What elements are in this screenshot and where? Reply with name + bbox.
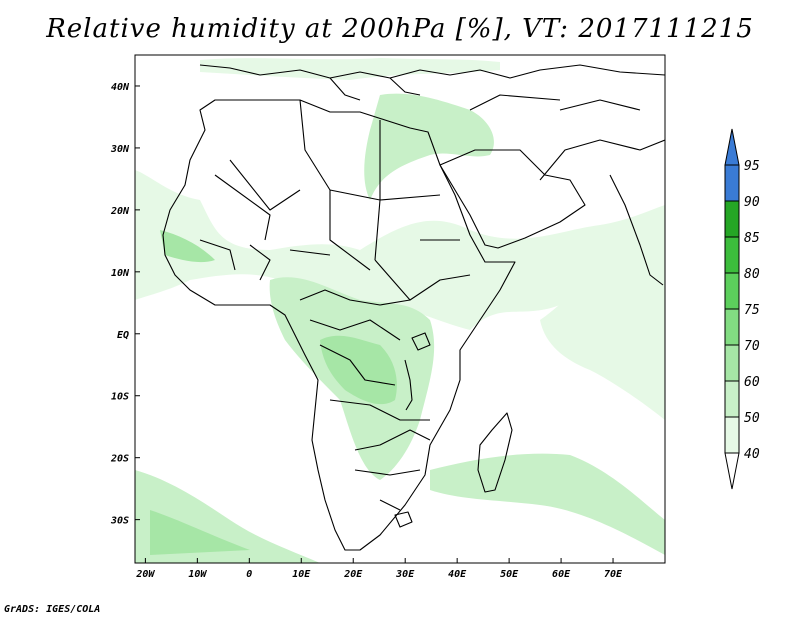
lat-tick-label: 40N bbox=[111, 82, 130, 93]
lat-tick-label: 10N bbox=[111, 268, 130, 279]
country-borders bbox=[162, 64, 665, 551]
colorbar-segment bbox=[724, 200, 740, 238]
lon-tick-label: 10W bbox=[188, 569, 207, 580]
inland-borders bbox=[199, 94, 665, 511]
colorbar-segment bbox=[724, 416, 740, 454]
longitude-axis: 20W 10W 0 10E 20E 30E 40E 50E 60E 70E bbox=[135, 558, 623, 580]
colorbar-label: 80 bbox=[744, 267, 760, 282]
lat-tick-label: 10S bbox=[111, 392, 129, 403]
lon-tick-label: 20E bbox=[343, 569, 363, 580]
latitude-axis: 40N 30N 20N 10N EQ 10S 20S 30S bbox=[110, 82, 140, 527]
colorbar-under-triangle bbox=[724, 452, 740, 490]
lat-tick-label: 20N bbox=[110, 206, 130, 217]
lon-tick-label: 50E bbox=[500, 569, 519, 580]
colorbar: 40 50 60 70 75 80 85 90 95 bbox=[724, 128, 760, 490]
colorbar-label: 85 bbox=[744, 231, 760, 246]
map-frame bbox=[134, 54, 666, 564]
colorbar-label: 60 bbox=[744, 375, 760, 390]
lat-tick-label: 30S bbox=[110, 516, 129, 527]
lon-tick-label: 10E bbox=[292, 569, 311, 580]
lon-tick-label: 70E bbox=[604, 569, 623, 580]
lat-tick-label: 20S bbox=[110, 454, 129, 465]
arabian-peninsula bbox=[439, 149, 586, 249]
colorbar-segment bbox=[724, 308, 740, 346]
colorbar-label: 95 bbox=[744, 159, 760, 174]
lake-victoria bbox=[411, 332, 431, 351]
colorbar-segment bbox=[724, 164, 740, 202]
colorbar-segment bbox=[724, 380, 740, 418]
lesotho bbox=[394, 511, 413, 528]
colorbar-label: 75 bbox=[744, 303, 760, 318]
lat-tick-label: 30N bbox=[110, 144, 130, 155]
colorbar-over-triangle bbox=[724, 128, 740, 166]
lake-tanganyika bbox=[404, 359, 413, 411]
colorbar-segment bbox=[724, 236, 740, 274]
colorbar-label: 70 bbox=[744, 339, 760, 354]
lon-tick-label: 20W bbox=[135, 569, 155, 580]
credit-text: GrADS: IGES/COLA bbox=[4, 604, 101, 615]
lon-tick-label: 60E bbox=[552, 569, 571, 580]
colorbar-label: 40 bbox=[744, 447, 760, 462]
colorbar-segment bbox=[724, 272, 740, 310]
india-coastline bbox=[609, 174, 664, 286]
europe-coastline bbox=[199, 64, 665, 79]
map-title: Relative humidity at 200hPa [%], VT: 201… bbox=[46, 14, 754, 44]
africa-coastline bbox=[162, 99, 516, 551]
colorbar-label: 50 bbox=[744, 411, 760, 426]
humidity-shading bbox=[135, 58, 665, 563]
madagascar-coastline bbox=[477, 412, 513, 493]
lon-tick-label: 30E bbox=[395, 569, 415, 580]
lon-tick-label: 40E bbox=[448, 569, 467, 580]
lon-tick-label: 0 bbox=[246, 569, 252, 580]
colorbar-label: 90 bbox=[744, 195, 760, 210]
colorbar-segment bbox=[724, 344, 740, 382]
lat-tick-label: EQ bbox=[117, 330, 129, 341]
